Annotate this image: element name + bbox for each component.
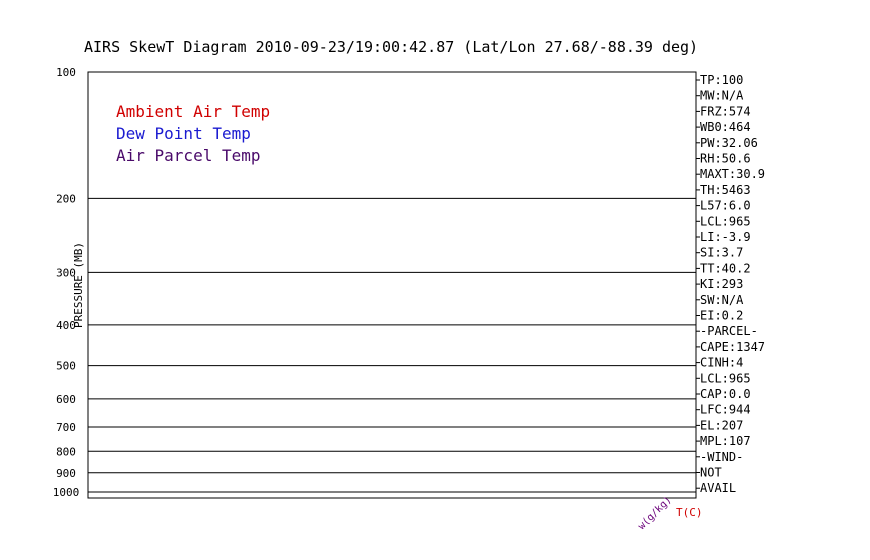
legend-entry: Ambient Air Temp [116,102,270,121]
plot-frame [87,71,697,499]
index-label: CAP:0.0 [700,387,751,401]
index-label: TH:5463 [700,183,751,197]
index-label: FRZ:574 [700,104,751,118]
index-label: MW:N/A [700,89,744,103]
chart-title: AIRS SkewT Diagram 2010-09-23/19:00:42.8… [84,38,698,56]
index-label: CINH:4 [700,356,743,370]
pressure-tick-label: 200 [56,192,76,205]
pressure-tick-label: 100 [56,66,76,79]
index-label: LI:-3.9 [700,230,751,244]
pressure-tick-label: 300 [56,266,76,279]
index-label: WB0:464 [700,120,751,134]
index-label: NOT [700,466,722,480]
index-label: RH:50.6 [700,152,751,166]
index-label: EL:207 [700,418,743,432]
index-label: LFC:944 [700,403,751,417]
pressure-tick-label: 400 [56,319,76,332]
pressure-tick-label: 600 [56,393,76,406]
index-label: LCL:965 [700,371,751,385]
pressure-tick-label: 1000 [53,486,80,499]
index-label: -WIND- [700,450,743,464]
pressure-tick-label: 900 [56,467,76,480]
index-label: MAXT:30.9 [700,167,765,181]
grid-lines [860,40,870,520]
y-axis-title: PRESSURE (MB) [72,242,85,328]
pressure-tick-label: 500 [56,360,76,373]
mixing-ratio-unit-label: w(g/kg) [636,495,674,533]
legend-entry: Dew Point Temp [116,124,251,143]
index-label: EI:0.2 [700,309,743,323]
index-label: LCL:965 [700,214,751,228]
index-label: MPL:107 [700,434,751,448]
index-label: CAPE:1347 [700,340,765,354]
index-label: KI:293 [700,277,743,291]
index-label: -PARCEL- [700,324,758,338]
temp-unit-label: T(C) [676,506,703,519]
index-label: TP:100 [700,73,743,87]
index-label: L57:6.0 [700,199,751,213]
legend: Ambient Air Temp Dew Point Temp Air Parcel… [116,102,270,165]
legend-entry: Air Parcel Temp [116,146,261,165]
pressure-tick-label: 800 [56,445,76,458]
index-label: SW:N/A [700,293,744,307]
index-label: PW:32.06 [700,136,758,150]
index-label: SI:3.7 [700,246,743,260]
dry-adiabat-line [860,72,870,501]
index-label: TT:40.2 [700,261,751,275]
plot-border [87,71,697,499]
index-label: AVAIL [700,481,736,495]
pressure-tick-label: 700 [56,421,76,434]
